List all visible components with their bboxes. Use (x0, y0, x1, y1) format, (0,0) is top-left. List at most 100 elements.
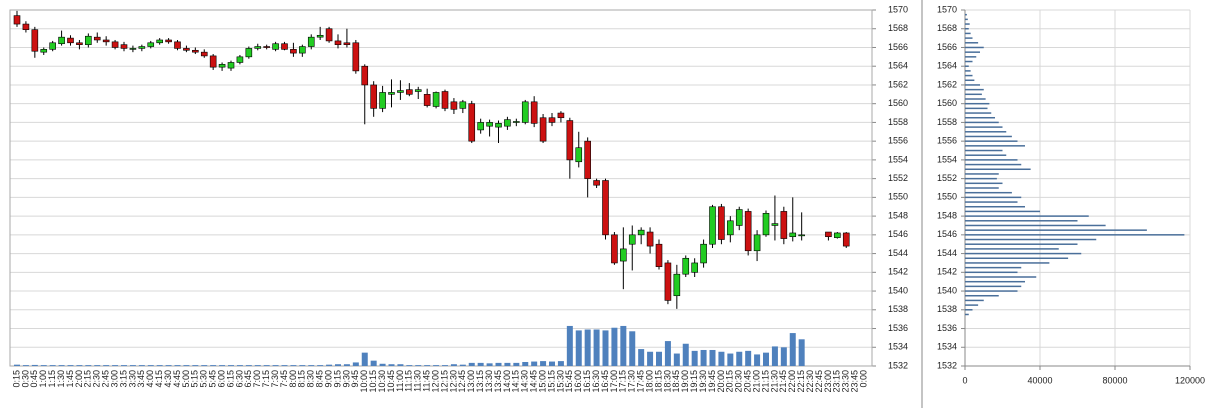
x-tick-label: 10:15 (368, 370, 378, 393)
candle-body (254, 46, 262, 49)
x-tick-label: 22:00 (787, 370, 797, 393)
x-tick-label: 22:45 (814, 370, 824, 393)
x-tick-label: 16:30 (591, 370, 601, 393)
candle-body (49, 42, 56, 50)
candle-body (174, 41, 181, 49)
profile-bar (965, 243, 1078, 245)
y-tick-label: 1556 (937, 136, 957, 146)
candle-body (611, 234, 618, 264)
y-tick-label: 1538 (888, 304, 908, 314)
x-tick-label: 15:45 (564, 370, 574, 393)
x-tick-label: 12:30 (448, 370, 458, 393)
candle-body (584, 140, 591, 179)
volume-bar (379, 363, 386, 366)
x-tick-label: 19:00 (680, 370, 690, 393)
y-tick-label: 1550 (888, 192, 908, 202)
y-tick-label: 1556 (888, 136, 908, 146)
x-tick-label: 5:15 (190, 370, 200, 388)
volume-bar (780, 347, 787, 366)
profile-bar (965, 159, 1018, 161)
volume-bar (433, 365, 440, 366)
profile-bar (965, 93, 982, 96)
x-tick-label: 8:15 (297, 370, 307, 388)
x-tick-label: 3:15 (118, 370, 128, 388)
candle-body (325, 28, 333, 42)
volume-bar (174, 365, 181, 366)
volume-bar (745, 350, 752, 366)
x-tick-label: 2:00 (74, 370, 84, 388)
x-tick-label: 23:45 (850, 370, 860, 393)
x-tick-label: 80000 (1102, 375, 1127, 385)
profile-bar (965, 196, 1022, 199)
volume-bar (468, 362, 475, 366)
volume-bar (629, 331, 636, 366)
x-tick-label: 10:45 (386, 370, 396, 393)
profile-bar (965, 257, 1069, 260)
profile-bar (965, 102, 990, 105)
volume-bar (691, 350, 698, 366)
x-tick-label: 22:15 (796, 370, 806, 393)
profile-bar (965, 252, 1082, 255)
candle-body (370, 84, 377, 109)
x-tick-label: 1:00 (38, 370, 48, 388)
profile-bar (965, 215, 1089, 217)
x-tick-label: 7:45 (279, 370, 289, 388)
x-tick-label: 3:30 (127, 370, 137, 388)
candle-body (468, 103, 476, 142)
x-tick-label: 17:00 (609, 370, 619, 393)
candle-body (735, 209, 743, 226)
y-tick-label: 1548 (888, 210, 908, 220)
profile-bar (965, 107, 988, 110)
y-tick-label: 1564 (937, 61, 957, 71)
volume-bar (700, 349, 707, 366)
volume-bar (771, 346, 778, 366)
y-tick-label: 1566 (888, 42, 908, 52)
volume-bar (664, 341, 671, 366)
x-tick-label: 11:00 (395, 370, 405, 392)
volume-bar (129, 365, 136, 366)
x-tick-label: 40000 (1027, 375, 1052, 385)
volume-bar (254, 365, 261, 366)
profile-bar (965, 140, 1018, 142)
x-tick-label: 19:15 (689, 370, 699, 393)
x-tick-label: 0:00 (858, 370, 868, 388)
candle-body (31, 29, 39, 52)
x-tick-label: 12:15 (439, 370, 449, 393)
candle-body (352, 42, 360, 72)
profile-bar (965, 149, 1003, 152)
y-tick-label: 1550 (937, 192, 957, 202)
volume-bar (40, 365, 47, 366)
profile-bar (965, 37, 973, 39)
volume-bar (219, 365, 226, 366)
x-tick-label: 12:45 (457, 370, 467, 393)
volume-bar (49, 365, 56, 366)
profile-bar (965, 234, 1185, 236)
volume-bar (290, 365, 297, 366)
x-tick-label: 16:00 (573, 370, 583, 393)
y-tick-label: 1558 (937, 117, 957, 127)
candle-body (762, 212, 770, 236)
candle-body (111, 41, 119, 48)
profile-bar (965, 294, 999, 297)
y-tick-label: 1570 (888, 4, 908, 14)
y-tick-label: 1568 (888, 23, 908, 33)
volume-bar (459, 364, 466, 366)
volume-bar (647, 351, 654, 366)
volume-bar (575, 330, 582, 366)
candle-body (316, 34, 324, 38)
x-tick-label: 6:45 (243, 370, 253, 388)
profile-bar (965, 84, 980, 86)
volume-bar (557, 361, 564, 366)
candle-body (183, 48, 190, 51)
x-tick-label: 21:15 (760, 370, 770, 393)
volume-bar (281, 365, 288, 366)
candle-body (299, 46, 306, 54)
volume-bar (513, 362, 520, 366)
candle-body (76, 42, 83, 45)
profile-bar (965, 220, 1078, 222)
candle-body (58, 36, 65, 45)
candle-body (334, 40, 342, 45)
volume-bar (415, 365, 422, 366)
profile-bar (965, 154, 1007, 156)
profile-bar (965, 42, 979, 44)
